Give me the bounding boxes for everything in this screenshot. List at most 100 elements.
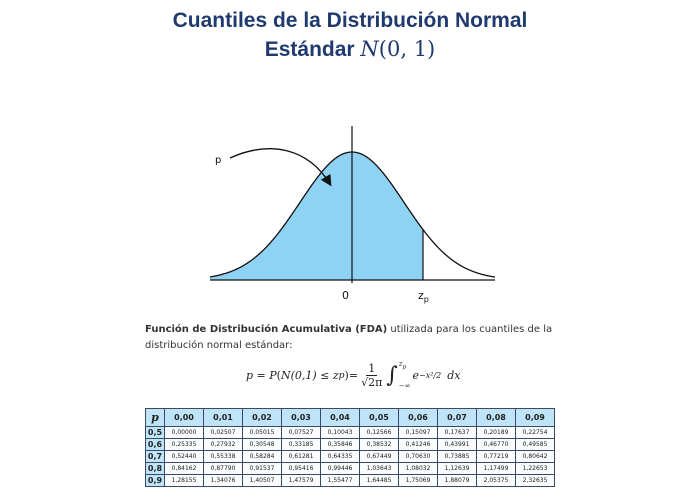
table-cell: 0,95416: [281, 462, 321, 475]
column-header: 0,04: [320, 408, 360, 427]
quantile-table-body: 0,5 0,00000 0,02507 0,05015 0,07527 0,10043 0,…: [145, 426, 555, 487]
formula-paren-open: (: [276, 368, 281, 382]
table-cell: 0,80642: [515, 450, 555, 463]
table-cell: 0,55338: [203, 450, 243, 463]
integral-lower: −∞: [398, 382, 411, 390]
row-header: 0,5: [145, 426, 165, 439]
table-cell: 1,75069: [398, 474, 438, 487]
table-cell: 0,61281: [281, 450, 321, 463]
table-row: 0,8 0,84162 0,87790 0,91537 0,95416 0,99446 1,…: [145, 462, 555, 475]
label-z: z: [418, 289, 424, 302]
table-cell: 0,05015: [242, 426, 282, 439]
column-header: 0,06: [398, 408, 438, 427]
table-cell: 0,30548: [242, 438, 282, 451]
formula-paren-close: ): [344, 368, 349, 382]
table-cell: 0,46770: [476, 438, 516, 451]
title-line-1: Cuantiles de la Distribución Normal: [172, 9, 528, 32]
cdf-description-rest: utilizada para los cuantiles de la distr…: [145, 324, 553, 351]
column-header: 0,01: [203, 408, 243, 427]
formula-exponent: −x²/2: [419, 370, 442, 380]
table-cell: 0,15097: [398, 426, 438, 439]
formula-lhs: p = P: [246, 368, 277, 382]
table-cell: 0,70630: [398, 450, 438, 463]
table-cell: 1,08032: [398, 462, 438, 475]
table-cell: 0,64335: [320, 450, 360, 463]
row-header: 0,6: [145, 438, 165, 451]
row-header: 0,8: [145, 462, 165, 475]
table-cell: 1,12639: [437, 462, 477, 475]
cdf-formula: p = P(N(0,1) ≤ z p) = 1 √2π ∫ zp −∞ e −x²/…: [246, 356, 506, 394]
table-cell: 0,52440: [164, 450, 204, 463]
table-cell: 0,02507: [203, 426, 243, 439]
table-cell: 0,58284: [242, 450, 282, 463]
table-cell: 0,17637: [437, 426, 477, 439]
table-row: 0,9 1,28155 1,34076 1,40507 1,47579 1,55477 1,…: [145, 474, 555, 487]
table-cell: 1,03643: [359, 462, 399, 475]
table-cell: 0,84162: [164, 462, 204, 475]
column-header: 0,02: [242, 408, 282, 427]
table-cell: 0,87790: [203, 462, 243, 475]
table-cell: 0,12566: [359, 426, 399, 439]
table-cell: 0,43991: [437, 438, 477, 451]
table-cell: 1,88079: [437, 474, 477, 487]
bell-curve: [209, 151, 496, 278]
column-header: 0,08: [476, 408, 516, 427]
column-header: 0,05: [359, 408, 399, 427]
table-row: 0,6 0,25335 0,27932 0,30548 0,33185 0,35846 0,…: [145, 438, 555, 451]
integral-upper-z: z: [398, 360, 403, 368]
table-cell: 0,27932: [203, 438, 243, 451]
table-cell: 0,91537: [242, 462, 282, 475]
table-cell: 0,25335: [164, 438, 204, 451]
title-line-2-text: Estándar: [264, 38, 361, 61]
row-header: 0,7: [145, 450, 165, 463]
table-cell: 0,49585: [515, 438, 555, 451]
formula-integrand: e: [412, 368, 419, 382]
quantile-table: p 0,00 0,01 0,02 0,03 0,04 0,05 0,06 0,07 0,08 0,…: [145, 408, 555, 487]
table-cell: 0,07527: [281, 426, 321, 439]
column-header: 0,00: [164, 408, 204, 427]
table-cell: 0,10043: [320, 426, 360, 439]
column-header: 0,03: [281, 408, 321, 427]
table-cell: 1,34076: [203, 474, 243, 487]
table-cell: 1,47579: [281, 474, 321, 487]
table-corner: p: [145, 408, 165, 427]
column-header: 0,07: [437, 408, 477, 427]
formula-fraction: 1 √2π: [361, 362, 382, 389]
title-math-args: (0, 1): [378, 37, 436, 61]
table-cell: 2,05375: [476, 474, 516, 487]
table-cell: 0,41246: [398, 438, 438, 451]
label-zp: zp: [418, 289, 429, 304]
normal-distribution-diagram: p 0 zp: [209, 126, 496, 304]
table-cell: 1,22653: [515, 462, 555, 475]
table-cell: 0,73885: [437, 450, 477, 463]
column-header: 0,09: [515, 408, 555, 427]
label-p: p: [215, 155, 221, 166]
table-row: 0,5 0,00000 0,02507 0,05015 0,07527 0,10043 0,…: [145, 426, 555, 439]
formula-frac-num: 1: [366, 361, 378, 376]
label-z-sub: p: [424, 295, 429, 304]
table-cell: 0,99446: [320, 462, 360, 475]
table-cell: 1,28155: [164, 474, 204, 487]
page-title: Cuantiles de la Distribución Normal Está…: [0, 6, 700, 64]
table-cell: 0,22754: [515, 426, 555, 439]
title-math-symbol: N: [360, 37, 379, 61]
cdf-description-bold: Función de Distribución Acumulativa (FDA…: [145, 324, 388, 335]
table-cell: 1,55477: [320, 474, 360, 487]
formula-eq: =: [348, 368, 359, 382]
title-math: N(0, 1): [360, 37, 435, 61]
table-cell: 0,77219: [476, 450, 516, 463]
table-cell: 0,20189: [476, 426, 516, 439]
table-cell: 1,17499: [476, 462, 516, 475]
integral-limits: zp −∞: [399, 360, 411, 390]
table-row: 0,7 0,52440 0,55338 0,58284 0,61281 0,64335 0,…: [145, 450, 555, 463]
cdf-description: Función de Distribución Acumulativa (FDA…: [145, 322, 575, 354]
table-cell: 0,38532: [359, 438, 399, 451]
formula-inner: N(0,1) ≤ z: [280, 368, 339, 382]
title-line-2: Estándar N(0, 1): [0, 35, 700, 64]
table-cell: 0,33185: [281, 438, 321, 451]
shaded-area: [210, 152, 423, 280]
label-zero: 0: [342, 289, 349, 302]
table-cell: 0,35846: [320, 438, 360, 451]
pointer-arrow: [229, 148, 332, 187]
table-cell: 0,67449: [359, 450, 399, 463]
